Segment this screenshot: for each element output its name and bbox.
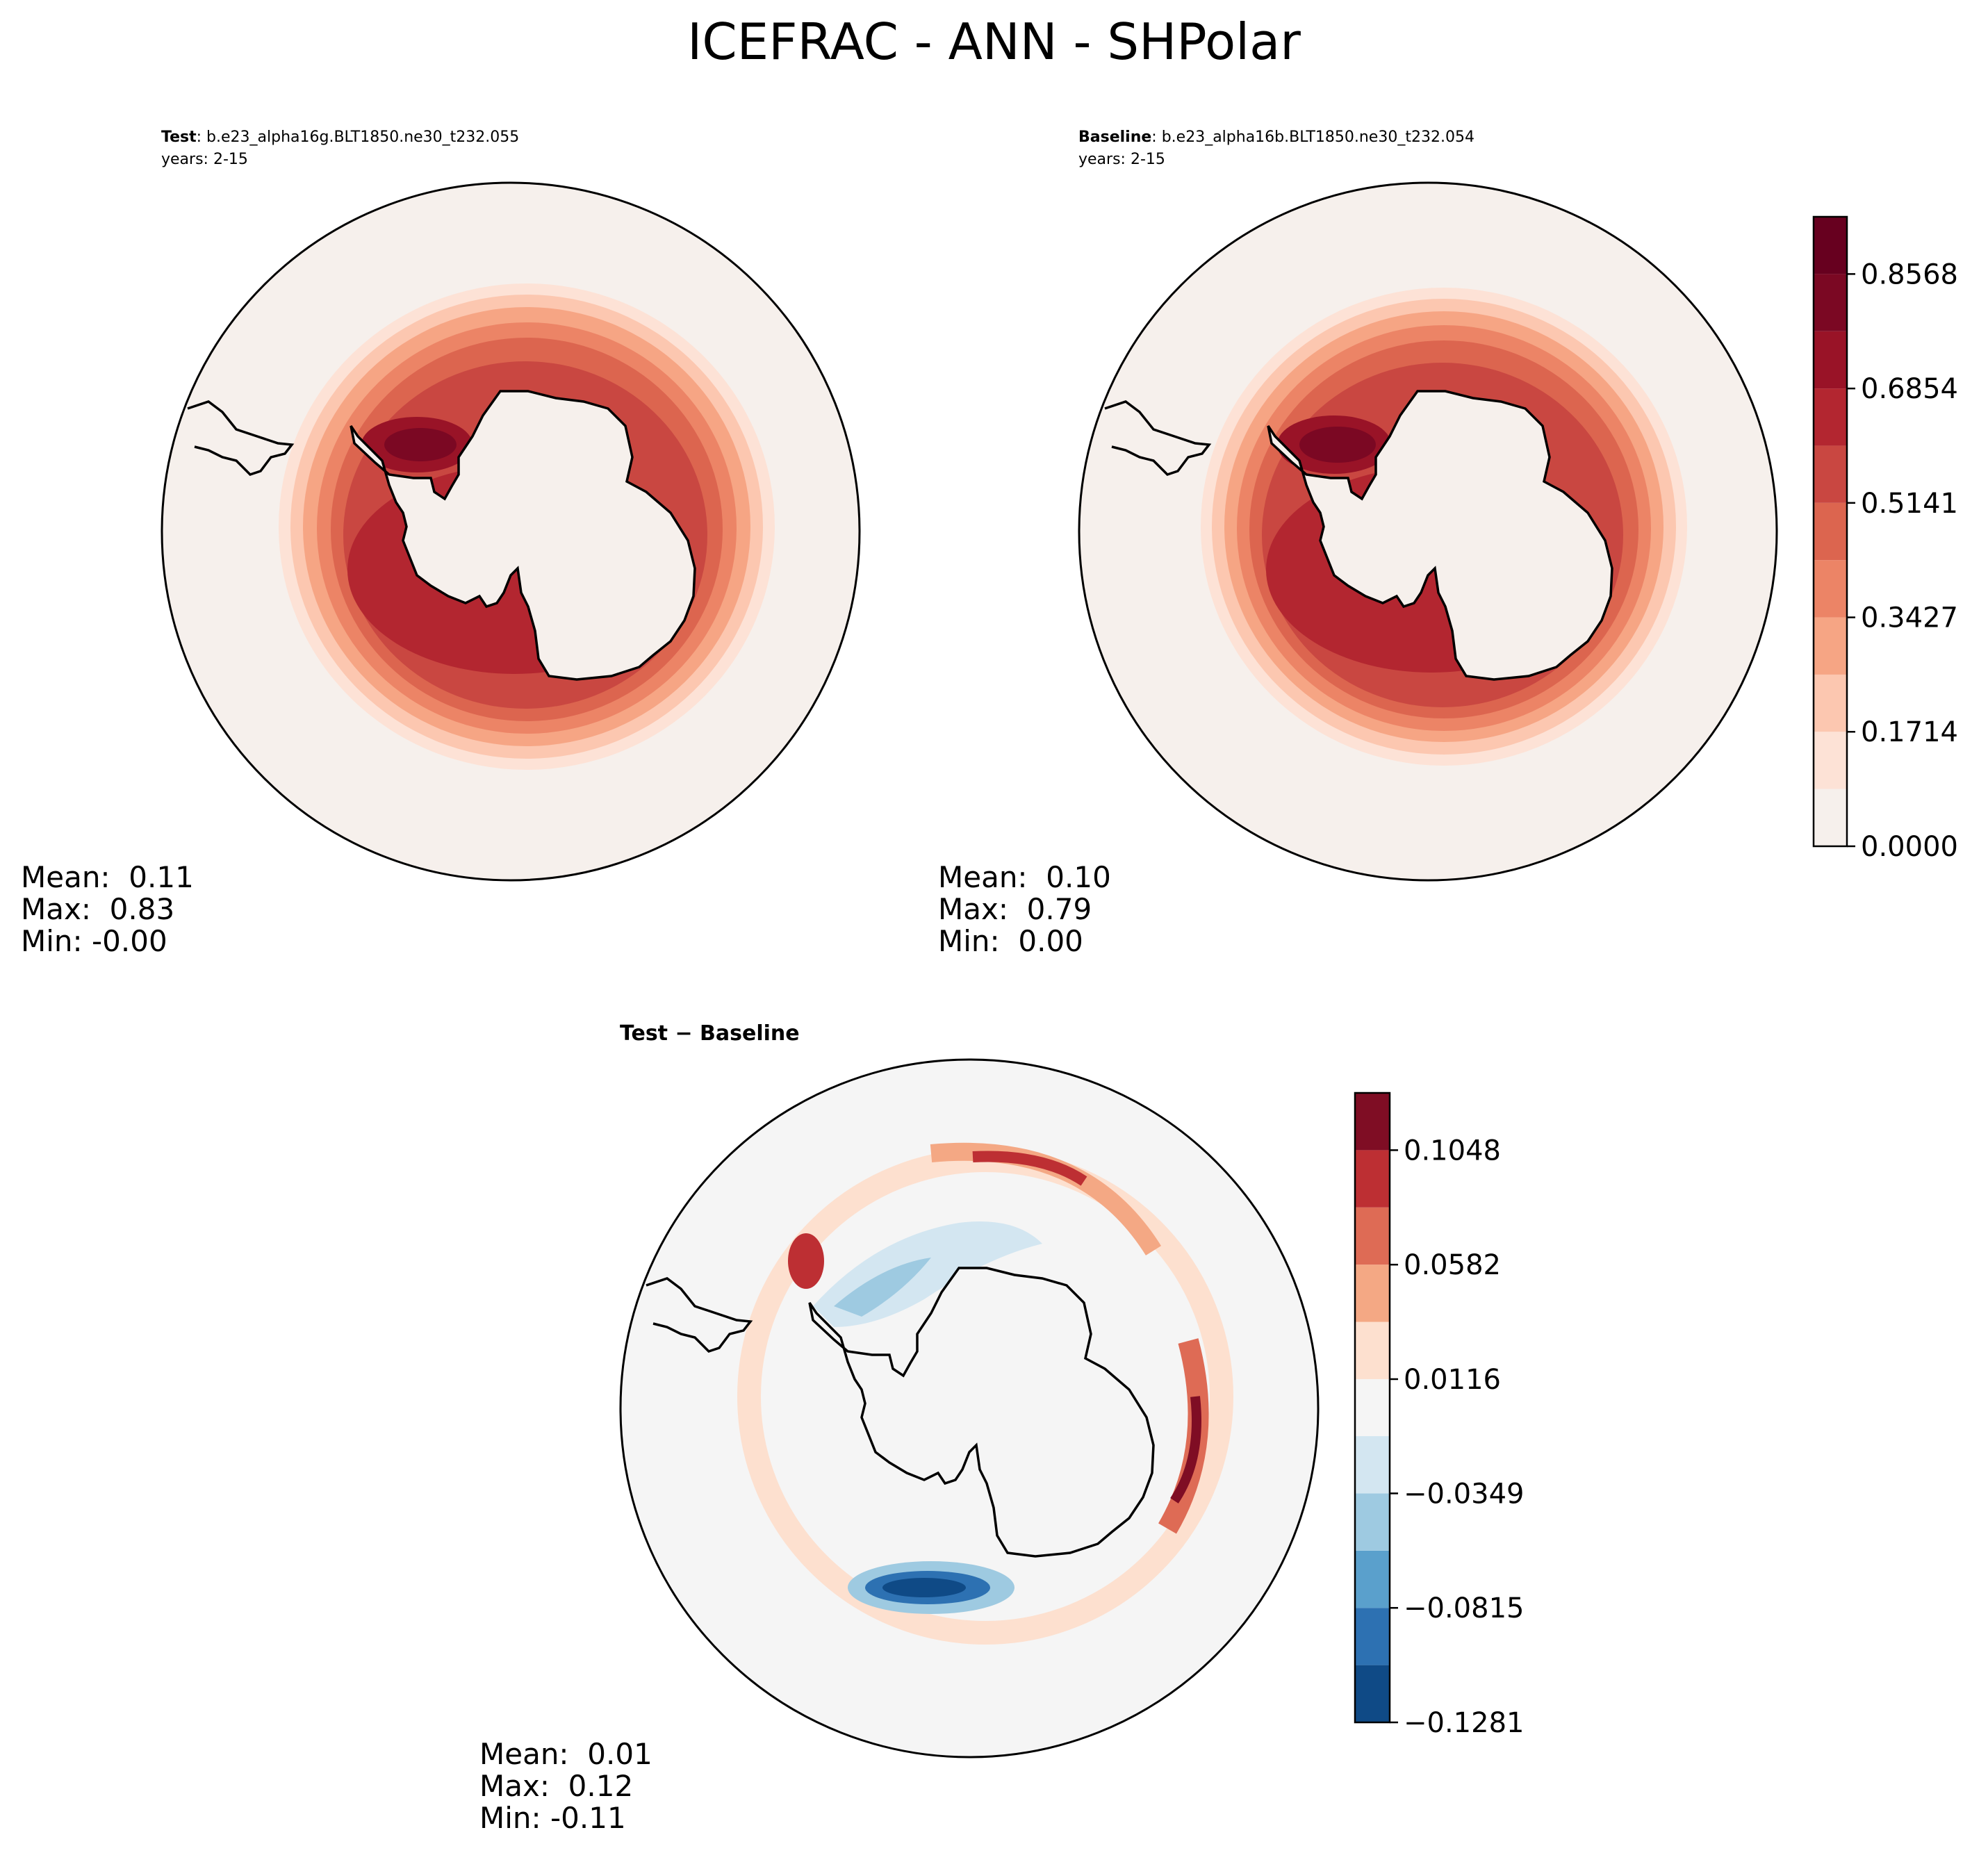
top-colorbar-band	[1814, 331, 1847, 389]
baseline-min: Min: 0.00	[938, 924, 1083, 958]
top-colorbar-band	[1814, 617, 1847, 675]
top-colorbar-tick-label: 0.3427	[1861, 602, 1958, 634]
test-min: Min: -0.00	[21, 924, 167, 958]
diff-colorbar-band	[1355, 1608, 1390, 1665]
baseline-max: Max: 0.79	[938, 892, 1092, 926]
baseline-ice-weddell-core	[1299, 427, 1376, 463]
diff-colorbar-band	[1355, 1550, 1390, 1608]
baseline-case-name: : b.e23_alpha16b.BLT1850.ne30_t232.054	[1151, 129, 1474, 146]
top-colorbar-band	[1814, 560, 1847, 618]
baseline-years: years: 2-15	[1078, 151, 1165, 168]
baseline-map-frame	[1078, 181, 1778, 882]
diff-pos-blob-west	[788, 1233, 824, 1289]
top-colorbar-band	[1814, 502, 1847, 561]
test-years: years: 2-15	[161, 151, 248, 168]
top-colorbar-tick-label: 0.6854	[1861, 373, 1958, 405]
diff-neg-ross-core	[882, 1578, 966, 1597]
test-subtitle: Test: b.e23_alpha16g.BLT1850.ne30_t232.0…	[161, 126, 519, 171]
baseline-label: Baseline	[1078, 129, 1152, 146]
diff-map	[619, 1058, 1320, 1759]
top-colorbar-tick-label: 0.5141	[1861, 488, 1958, 520]
top-colorbar-band	[1814, 274, 1847, 331]
test-ice-weddell-core	[384, 428, 457, 461]
diff-colorbar-tick-label: −0.1281	[1404, 1707, 1524, 1739]
baseline-mean: Mean: 0.10	[938, 860, 1111, 894]
baseline-map	[1078, 181, 1778, 882]
diff-title: Test − Baseline	[620, 1021, 800, 1046]
test-map	[161, 181, 861, 882]
diff-colorbar-tick-label: −0.0815	[1404, 1592, 1524, 1624]
diff-mean: Mean: 0.01	[479, 1737, 652, 1771]
test-stats: Mean: 0.11 Max: 0.83 Min: -0.00	[21, 862, 194, 957]
figure-title: ICEFRAC - ANN - SHPolar	[687, 13, 1301, 71]
test-map-frame	[161, 181, 861, 882]
diff-neg-weddell-core	[834, 1258, 931, 1317]
top-colorbar-band	[1814, 217, 1847, 274]
baseline-subtitle: Baseline: b.e23_alpha16b.BLT1850.ne30_t2…	[1078, 126, 1474, 171]
test-baseline-colorbar: 0.0000 0.1714 0.3427 0.5141 0.6854 0.8568	[1812, 215, 1958, 863]
diff-min: Min: -0.11	[479, 1801, 626, 1835]
baseline-stats: Mean: 0.10 Max: 0.79 Min: 0.00	[938, 862, 1111, 957]
diff-colorbar-band	[1355, 1265, 1390, 1322]
test-max: Max: 0.83	[21, 892, 175, 926]
diff-colorbar-tick-label: 0.0116	[1404, 1364, 1501, 1396]
diff-pos-arc-north-core	[972, 1151, 1087, 1186]
diff-colorbar-band	[1355, 1207, 1390, 1265]
diff-colorbar-band	[1355, 1093, 1390, 1151]
diff-map-frame	[619, 1058, 1320, 1759]
top-colorbar-band	[1814, 674, 1847, 732]
test-mean: Mean: 0.11	[21, 860, 194, 894]
diff-colorbar-band	[1355, 1493, 1390, 1551]
top-colorbar-band	[1814, 388, 1847, 446]
top-colorbar-band	[1814, 445, 1847, 503]
diff-colorbar-band	[1355, 1378, 1390, 1437]
diff-colorbar: −0.1281 −0.0815 −0.0349 0.0116 0.0582 0.1048	[1354, 1092, 1524, 1739]
diff-colorbar-band	[1355, 1436, 1390, 1494]
diff-colorbar-tick-label: 0.0582	[1404, 1249, 1501, 1281]
diff-max: Max: 0.12	[479, 1769, 634, 1803]
test-case-name: : b.e23_alpha16g.BLT1850.ne30_t232.055	[196, 129, 520, 146]
diff-colorbar-frame	[1354, 1092, 1391, 1724]
top-colorbar-tick-label: 0.0000	[1861, 831, 1958, 863]
test-label: Test	[161, 129, 197, 146]
top-colorbar-band	[1814, 732, 1847, 789]
diff-colorbar-band	[1355, 1665, 1390, 1722]
diff-pos-arc-east-core	[1170, 1396, 1201, 1504]
diff-colorbar-tick-label: 0.1048	[1404, 1135, 1501, 1167]
top-colorbar-band	[1814, 789, 1847, 846]
top-colorbar-frame	[1812, 215, 1848, 848]
diff-colorbar-band	[1355, 1321, 1390, 1379]
top-colorbar-tick-label: 0.1714	[1861, 716, 1958, 748]
diff-colorbar-tick-label: −0.0349	[1404, 1478, 1524, 1510]
top-colorbar-tick-label: 0.8568	[1861, 258, 1958, 290]
diff-stats: Mean: 0.01 Max: 0.12 Min: -0.11	[479, 1738, 652, 1834]
diff-colorbar-band	[1355, 1150, 1390, 1208]
